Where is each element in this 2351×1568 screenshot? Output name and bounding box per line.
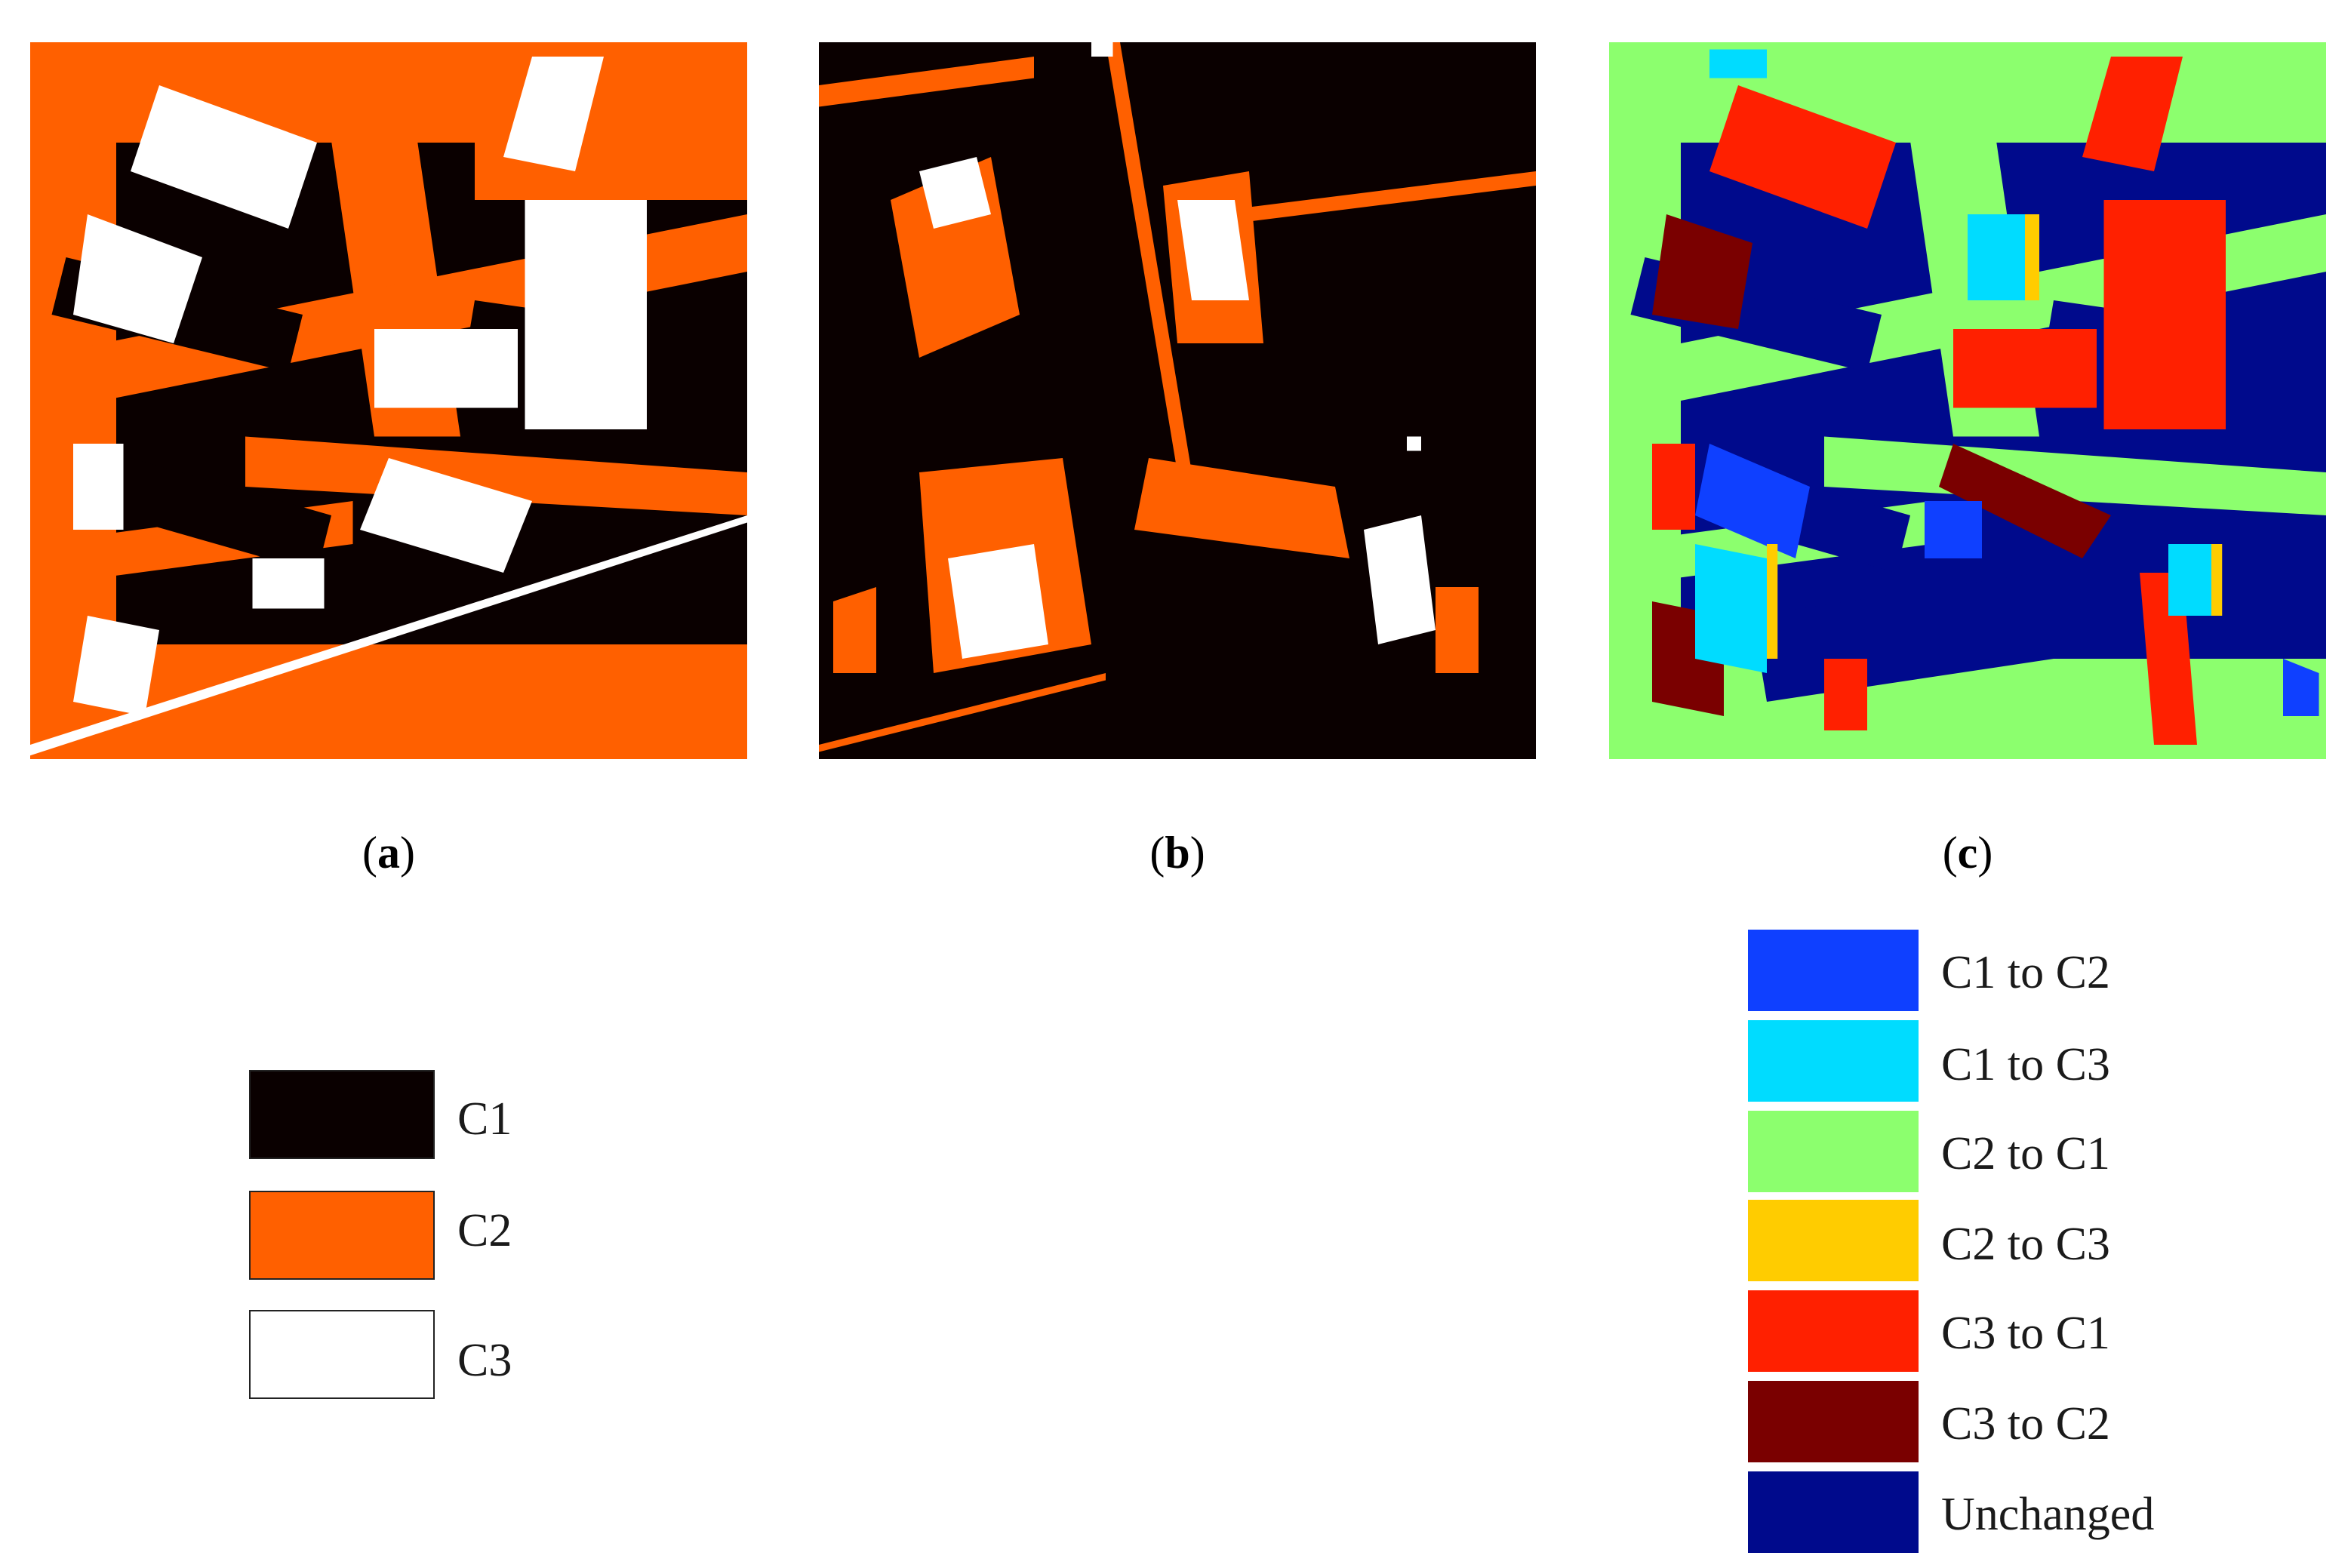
legend-swatch-c3-to-c1 bbox=[1748, 1290, 1919, 1372]
legend-label-c3-to-c1: C3 to C1 bbox=[1941, 1308, 2110, 1359]
classification-map-b-image bbox=[819, 42, 1536, 759]
change-map-c-image bbox=[1609, 42, 2326, 759]
classification-map-a bbox=[30, 42, 747, 759]
change-map-c bbox=[1609, 42, 2326, 759]
caption-b-close: ) bbox=[1189, 828, 1205, 878]
legend-label-c1: C1 bbox=[457, 1093, 512, 1145]
legend-swatch-unchanged bbox=[1748, 1471, 1919, 1553]
caption-b-letter: b bbox=[1165, 828, 1190, 878]
legend-swatch-c1-to-c3 bbox=[1748, 1020, 1919, 1102]
caption-b: (b) bbox=[1102, 830, 1253, 875]
classification-map-a-image bbox=[30, 42, 747, 759]
legend-swatch-c1-to-c2 bbox=[1748, 930, 1919, 1011]
legend-label-c2-to-c1: C2 to C1 bbox=[1941, 1128, 2110, 1179]
caption-b-open: ( bbox=[1149, 828, 1165, 878]
classification-map-b bbox=[819, 42, 1536, 759]
legend-swatch-c3-to-c2 bbox=[1748, 1381, 1919, 1462]
caption-c-letter: c bbox=[1957, 828, 1978, 878]
legend-label-c3-to-c2: C3 to C2 bbox=[1941, 1398, 2110, 1450]
legend-swatch-c2-to-c1 bbox=[1748, 1111, 1919, 1192]
caption-a: (a) bbox=[313, 830, 464, 875]
legend-swatch-c3 bbox=[249, 1310, 435, 1399]
caption-a-open: ( bbox=[362, 828, 377, 878]
legend-swatch-c2-to-c3 bbox=[1748, 1200, 1919, 1281]
legend-swatch-c2 bbox=[249, 1191, 435, 1280]
legend-label-c3: C3 bbox=[457, 1335, 512, 1386]
caption-c-close: ) bbox=[1977, 828, 1993, 878]
legend-label-c2-to-c3: C2 to C3 bbox=[1941, 1219, 2110, 1270]
caption-c-open: ( bbox=[1942, 828, 1958, 878]
legend-label-c2: C2 bbox=[457, 1205, 512, 1256]
legend-swatch-c1 bbox=[249, 1070, 435, 1159]
legend-label-c1-to-c3: C1 to C3 bbox=[1941, 1039, 2110, 1090]
caption-a-close: ) bbox=[400, 828, 415, 878]
caption-a-letter: a bbox=[377, 828, 400, 878]
caption-c: (c) bbox=[1892, 830, 2043, 875]
legend-label-c1-to-c2: C1 to C2 bbox=[1941, 947, 2110, 998]
legend-label-unchanged: Unchanged bbox=[1941, 1489, 2155, 1540]
